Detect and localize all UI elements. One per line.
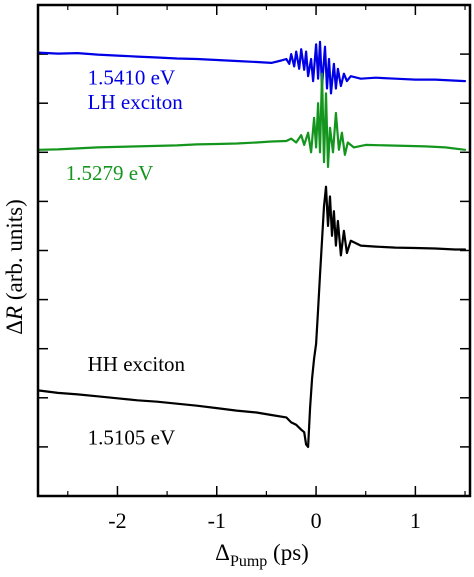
series-line-3 [36, 185, 467, 448]
x-tick-label: -2 [108, 508, 126, 533]
y-axis-title-delta: Δ [2, 320, 27, 335]
series-line-1 [36, 40, 467, 95]
annotation-label: LH exciton [88, 90, 184, 114]
series-layer [36, 40, 467, 448]
x-tick-labels: -2 -1 0 1 [108, 508, 421, 533]
y-axis-ticks [38, 53, 470, 448]
x-axis-title: ΔPump (ps) [215, 540, 309, 570]
annotation-label: 1.5105 eV [88, 425, 176, 449]
plot-frame [36, 3, 472, 498]
series-line-2 [36, 72, 467, 169]
x-axis-title-unit: (ps) [267, 540, 309, 565]
x-tick-label: -1 [208, 508, 226, 533]
annotation-label: HH exciton [88, 352, 186, 376]
annotation-label: 1.5410 eV [88, 66, 176, 90]
x-axis-title-main: Δ [215, 540, 230, 565]
x-tick-label: 0 [311, 508, 322, 533]
y-axis-title-var: R [2, 306, 27, 321]
x-axis-title-sub: Pump [230, 553, 267, 570]
x-tick-label: 1 [410, 508, 421, 533]
y-axis-title-unit: (arb. units) [2, 199, 27, 306]
annotation-label: 1.5279 eV [66, 161, 154, 185]
y-axis-title: ΔR (arb. units) [2, 199, 27, 335]
